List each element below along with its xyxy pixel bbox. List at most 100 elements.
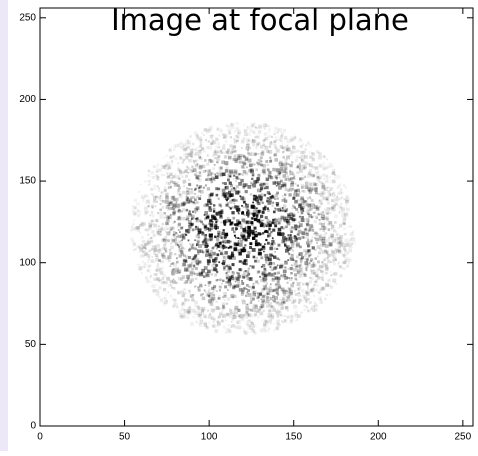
speckle	[150, 188, 153, 191]
speckle	[222, 260, 224, 262]
speckle	[206, 178, 209, 181]
speckle	[321, 277, 324, 280]
speckle	[313, 175, 315, 177]
speckle	[201, 146, 205, 150]
speckle	[343, 254, 345, 256]
speckle	[143, 198, 145, 200]
speckle	[245, 226, 247, 228]
speckle	[276, 168, 280, 172]
x-tick-label: 50	[119, 432, 131, 443]
speckle	[156, 284, 158, 286]
speckle	[348, 249, 352, 253]
speckle	[246, 331, 249, 334]
speckle	[277, 183, 280, 186]
speckle	[186, 316, 189, 319]
speckle	[174, 253, 176, 255]
speckle	[195, 305, 197, 307]
speckle	[216, 161, 218, 163]
speckle	[247, 292, 249, 294]
speckle	[282, 305, 284, 307]
speckle	[337, 175, 341, 179]
speckle	[195, 321, 198, 324]
speckle	[226, 164, 228, 166]
speckle	[308, 172, 311, 175]
speckle	[274, 197, 277, 200]
speckle	[211, 287, 214, 290]
speckle	[312, 247, 315, 250]
speckle	[178, 186, 181, 189]
speckle	[345, 204, 348, 207]
speckle	[304, 148, 306, 150]
speckle	[240, 179, 244, 183]
speckle	[192, 229, 195, 232]
speckle	[287, 282, 289, 284]
speckle	[262, 299, 266, 303]
speckle	[216, 194, 219, 197]
speckle	[164, 174, 166, 176]
speckle	[338, 205, 341, 208]
speckle	[180, 278, 183, 281]
speckle	[224, 195, 227, 198]
speckle	[179, 272, 181, 274]
speckle	[199, 174, 202, 177]
speckle	[139, 266, 143, 270]
speckle	[211, 269, 214, 272]
speckle	[168, 292, 170, 294]
speckle	[147, 230, 149, 232]
speckle	[276, 320, 280, 324]
speckle	[276, 139, 278, 141]
speckle	[347, 261, 351, 265]
speckle	[257, 316, 259, 318]
speckle	[164, 187, 166, 189]
speckle	[241, 318, 245, 322]
speckle	[228, 129, 232, 133]
speckle	[161, 164, 163, 166]
speckle	[206, 274, 210, 278]
speckle	[188, 183, 191, 186]
speckle	[173, 287, 176, 290]
speckle	[186, 154, 188, 156]
speckle	[181, 308, 183, 310]
speckle	[284, 210, 286, 212]
speckle	[231, 321, 233, 323]
speckle	[303, 164, 305, 166]
speckle	[325, 232, 328, 235]
speckle	[283, 241, 285, 243]
speckle	[180, 227, 183, 230]
speckle	[299, 178, 301, 180]
speckle	[245, 190, 248, 193]
speckle	[216, 290, 218, 292]
speckle	[184, 309, 188, 313]
speckle	[247, 251, 250, 254]
speckle	[295, 190, 297, 192]
speckle	[187, 139, 189, 141]
speckle	[258, 249, 261, 252]
speckle	[273, 248, 275, 250]
speckle	[337, 227, 339, 229]
speckle	[278, 280, 280, 282]
speckle	[272, 279, 274, 281]
speckle	[167, 239, 170, 242]
speckle	[161, 174, 164, 177]
speckle	[198, 289, 201, 292]
speckle	[207, 173, 209, 175]
speckle	[238, 275, 241, 278]
speckle	[244, 124, 246, 126]
speckle	[179, 243, 182, 246]
speckle	[198, 219, 201, 222]
speckle	[170, 246, 174, 250]
speckle	[260, 161, 262, 163]
speckle	[157, 196, 161, 200]
speckle	[154, 246, 156, 248]
speckle	[148, 265, 150, 267]
speckle	[231, 252, 234, 255]
speckle	[284, 261, 288, 265]
speckle	[253, 307, 255, 309]
speckle	[298, 294, 301, 297]
speckle	[133, 205, 135, 207]
speckle	[141, 244, 143, 246]
speckle	[227, 240, 230, 243]
speckle	[249, 265, 251, 267]
speckle	[239, 154, 243, 158]
speckle	[314, 249, 316, 251]
